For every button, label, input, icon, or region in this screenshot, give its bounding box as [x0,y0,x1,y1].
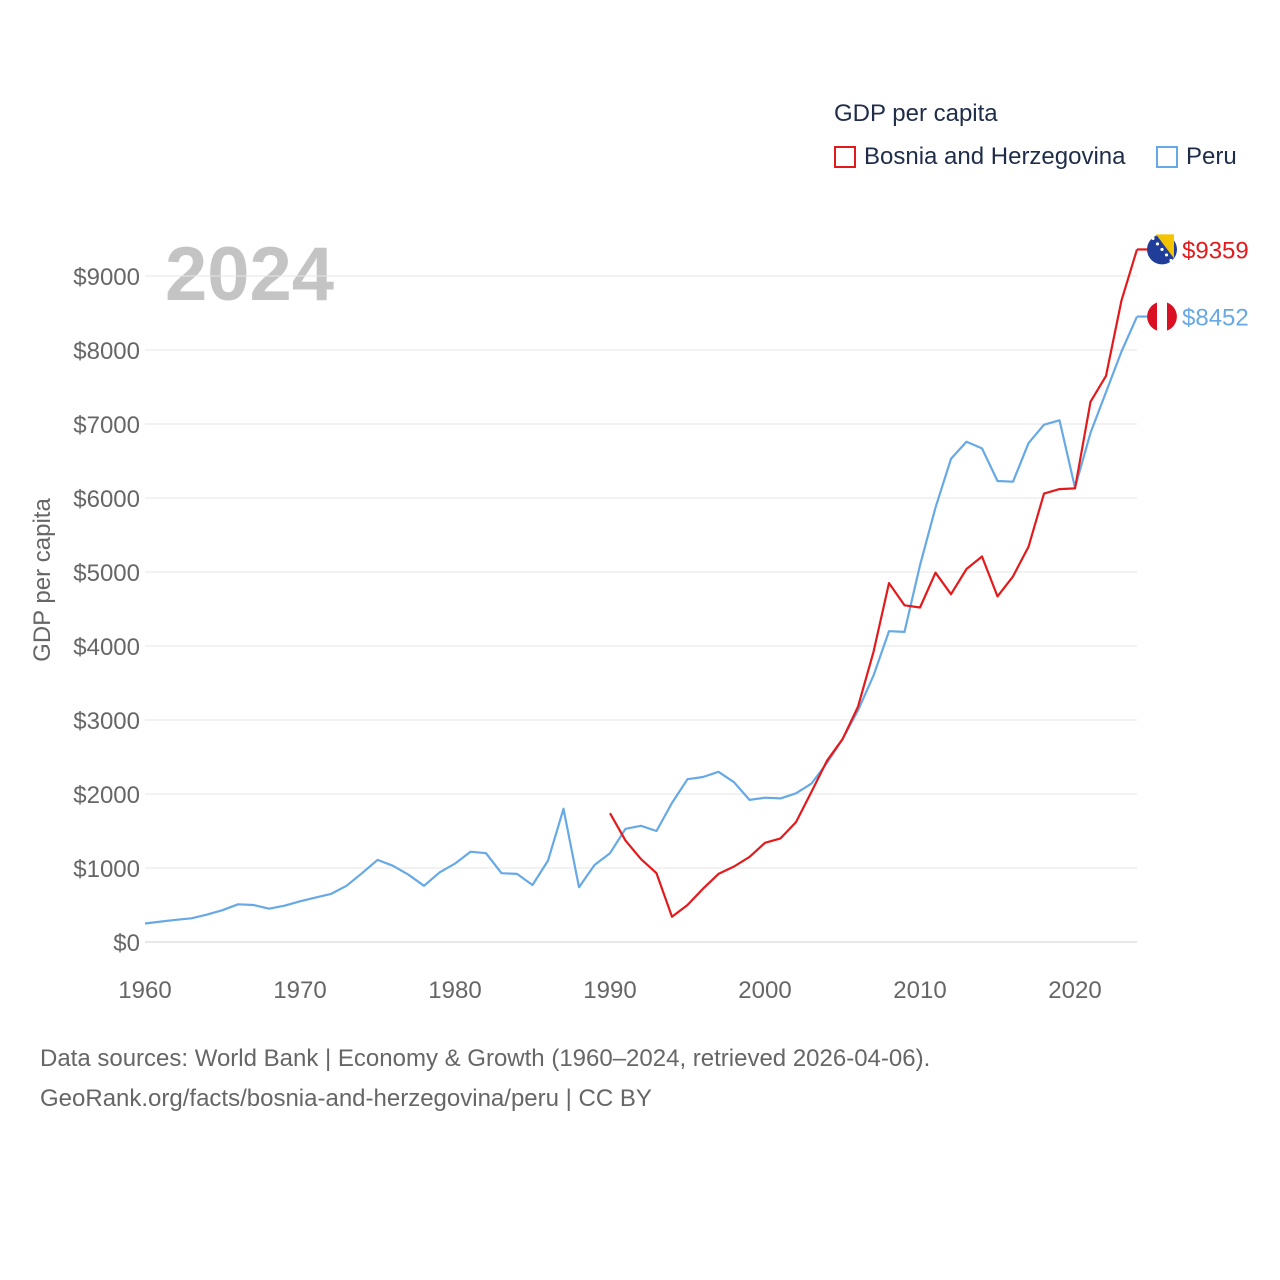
y-tick-label: $4000 [73,634,140,661]
legend-label-bosnia: Bosnia and Herzegovina [864,143,1126,170]
footer-sources: Data sources: World Bank | Economy & Gro… [40,1045,931,1072]
flag-peru-left [1147,302,1157,331]
y-tick-label: $3000 [73,708,140,735]
gdp-line-chart: 2024 $0 $1000 $2000 $3000 $4000 $5000 $6000 $700… [29,232,1249,1004]
x-tick-label: 1970 [273,977,326,1004]
footer-attribution: GeoRank.org/facts/bosnia-and-herzegovina… [40,1085,652,1112]
x-tick-label: 1980 [428,977,481,1004]
series-line-peru [144,316,1139,925]
end-value-label-peru: $8452 [1182,305,1249,332]
x-tick-label: 1960 [118,977,171,1004]
x-tick-label: 2010 [893,977,946,1004]
legend-title: GDP per capita [834,100,998,127]
flag-bosnia-triangle [1156,234,1174,259]
end-value-label-bosnia: $9359 [1182,237,1249,264]
flag-bosnia-star [1160,247,1164,252]
year-watermark: 2024 [165,232,334,317]
y-tick-label: $8000 [73,338,140,365]
flag-bosnia-star [1169,258,1173,263]
legend-swatch-peru [1156,146,1178,168]
legend-label-peru: Peru [1186,143,1237,170]
y-tick-label: $9000 [73,264,140,291]
y-tick-label: $0 [113,930,140,957]
x-tick-label: 2020 [1048,977,1101,1004]
x-tick-label: 2000 [738,977,791,1004]
y-tick-label: $2000 [73,782,140,809]
legend-swatch-bosnia [834,146,856,168]
y-tick-label: $6000 [73,486,140,513]
y-tick-label: $5000 [73,560,140,587]
legend-item-peru[interactable]: Peru [1156,143,1237,171]
y-tick-label: $1000 [73,856,140,883]
y-axis-label: GDP per capita [29,498,56,662]
y-tick-label: $7000 [73,412,140,439]
flag-bosnia-star [1155,242,1160,246]
flag-bosnia-star [1164,253,1169,257]
flag-bosnia-star [1151,236,1155,241]
series-line-bosnia [609,249,1139,918]
x-tick-label: 1990 [583,977,636,1004]
legend-item-bosnia[interactable]: Bosnia and Herzegovina [834,143,1126,171]
flag-peru-right [1167,302,1177,331]
